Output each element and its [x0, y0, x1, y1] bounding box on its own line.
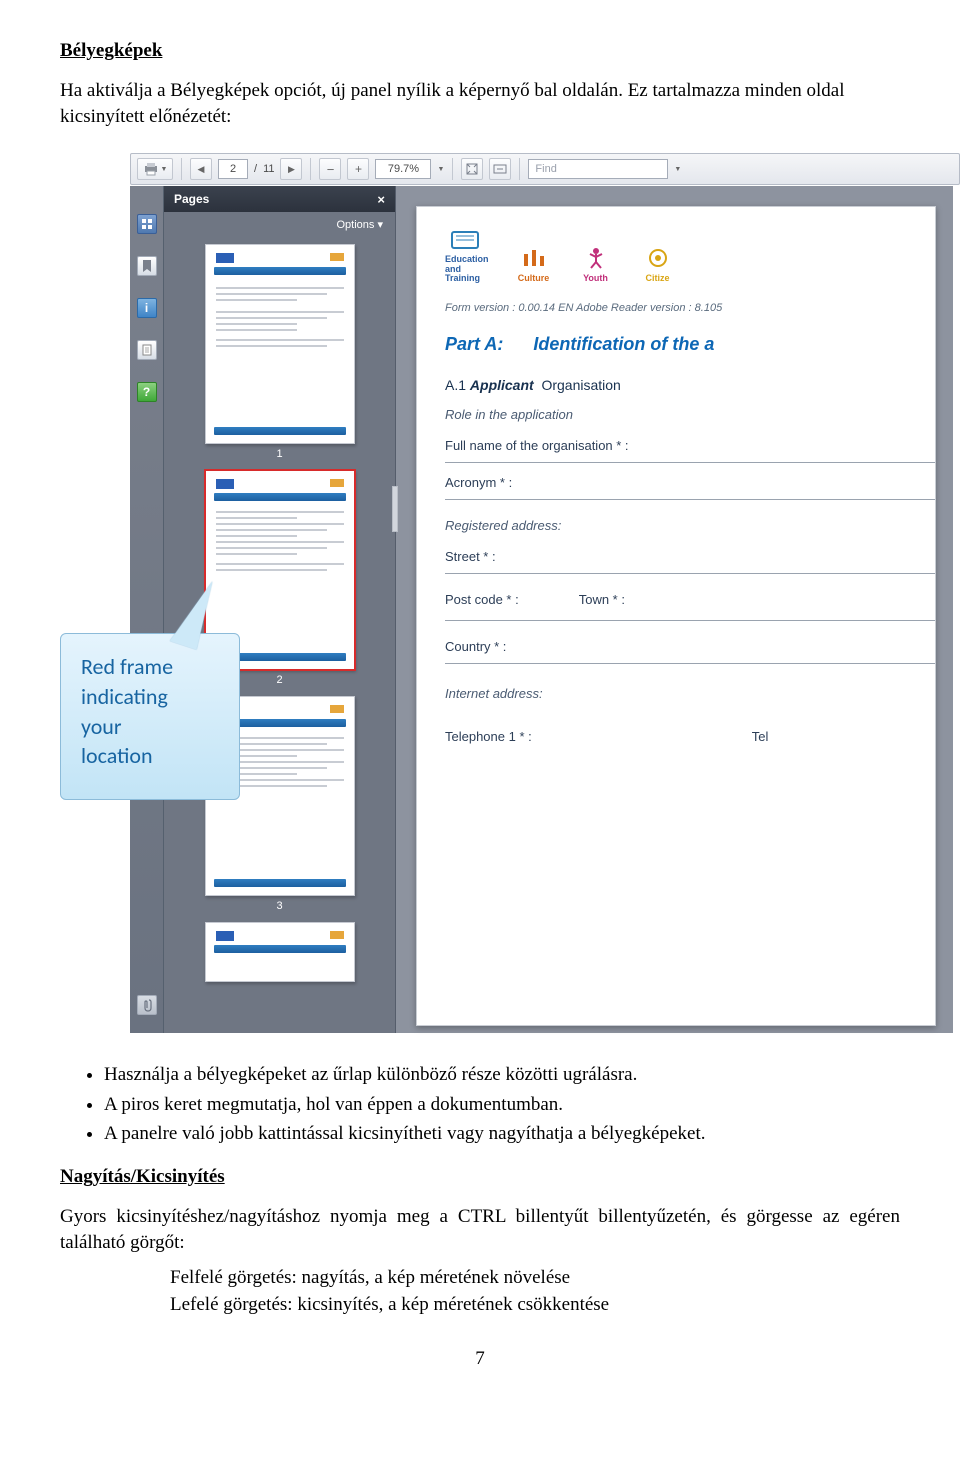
field-role-label: Role in the application — [445, 407, 935, 422]
close-icon[interactable]: × — [377, 192, 385, 207]
field-underline — [445, 662, 935, 664]
thumbnail-number: 1 — [276, 448, 282, 460]
pdf-side-tools: i ? — [130, 186, 164, 1033]
heading-thumbnails: Bélyegképek — [60, 40, 900, 62]
callout-body: Red frame indicating your location — [60, 633, 240, 800]
field-postcode-label: Post code * : — [445, 592, 519, 607]
pages-panel-header: Pages × — [164, 186, 395, 212]
thumbnail-page-1 — [205, 244, 355, 444]
icon-education: Education and Training — [445, 225, 489, 283]
page-current-field[interactable]: 2 — [218, 159, 248, 179]
toolbar-separator — [181, 158, 182, 180]
document-icon[interactable] — [137, 340, 157, 360]
thumbnail[interactable] — [204, 922, 356, 982]
zoom-field[interactable]: 79.7% — [375, 159, 431, 179]
field-regaddress-label: Registered address: — [445, 518, 935, 533]
page-next-button[interactable]: ▶ — [280, 158, 302, 180]
field-country-label: Country * : — [445, 639, 935, 654]
options-label: Options ▾ — [337, 218, 384, 231]
field-town-label: Town * : — [579, 592, 625, 607]
field-underline — [445, 572, 935, 574]
field-internet-label: Internet address: — [445, 686, 935, 701]
zoom-out-button[interactable]: − — [319, 158, 341, 180]
scroll-down-line: Lefelé görgetés: kicsinyítés, a kép mére… — [170, 1292, 900, 1319]
zoom-dropdown-icon[interactable]: ▼ — [437, 166, 444, 173]
pages-panel-title: Pages — [174, 192, 209, 206]
form-version-text: Form version : 0.00.14 EN Adobe Reader v… — [445, 302, 935, 314]
pane-resize-handle[interactable] — [392, 486, 398, 532]
fit-width-button[interactable] — [489, 158, 511, 180]
help-icon[interactable]: ? — [137, 382, 157, 402]
fit-page-button[interactable] — [461, 158, 483, 180]
print-button[interactable]: ▼ — [137, 158, 173, 180]
thumbnail-number: 3 — [276, 900, 282, 912]
field-telephone1-label: Telephone 1 * : — [445, 729, 532, 744]
page-prev-button[interactable]: ◀ — [190, 158, 212, 180]
bookmark-icon[interactable] — [137, 256, 157, 276]
icon-culture: Culture — [517, 244, 551, 283]
part-label: Part A: — [445, 334, 503, 355]
find-field[interactable]: Find — [528, 159, 668, 179]
document-area: Education and Training Culture Youth Cit… — [396, 186, 953, 1033]
icon-citizen: Citize — [641, 244, 675, 283]
field-underline — [445, 619, 935, 621]
zoom-in-button[interactable]: + — [347, 158, 369, 180]
bullet-list: Használja a bélyegképeket az űrlap külön… — [104, 1061, 900, 1148]
thumbnail-page-4 — [205, 922, 355, 982]
zoom-paragraph: Gyors kicsinyítéshez/nagyításhoz nyomja … — [60, 1204, 900, 1255]
telephone-row: Telephone 1 * : Tel — [445, 717, 935, 748]
field-acronym-label: Acronym * : — [445, 475, 935, 490]
header-icons-row: Education and Training Culture Youth Cit… — [445, 225, 935, 283]
icon-youth: Youth — [579, 244, 613, 283]
field-street-label: Street * : — [445, 549, 935, 564]
part-title: Identification of the a — [533, 334, 714, 355]
bullet-item: A piros keret megmutatja, hol van éppen … — [104, 1091, 900, 1119]
postcode-town-row: Post code * : Town * : — [445, 580, 935, 611]
page-number: 7 — [60, 1348, 900, 1370]
pdf-toolbar: ▼ ◀ 2 / 11 ▶ − + 79.7% ▼ Find ▼ — [130, 153, 960, 185]
intro-paragraph: Ha aktiválja a Bélyegképek opciót, új pa… — [60, 78, 900, 129]
pdf-viewer-screenshot: ▼ ◀ 2 / 11 ▶ − + 79.7% ▼ Find ▼ i — [60, 153, 900, 1033]
page-separator: / — [254, 163, 257, 175]
thumbnail[interactable]: 1 — [204, 244, 356, 460]
pages-options[interactable]: Options ▾ — [164, 212, 395, 236]
find-dropdown-icon[interactable]: ▼ — [674, 166, 681, 173]
bullet-item: Használja a bélyegképeket az űrlap külön… — [104, 1061, 900, 1089]
field-tel-short: Tel — [752, 729, 769, 744]
attachment-icon[interactable] — [137, 995, 157, 1015]
thumbnail-number: 2 — [276, 674, 282, 686]
pages-icon[interactable] — [137, 214, 157, 234]
scroll-instructions: Felfelé görgetés: nagyítás, a kép méreté… — [170, 1265, 900, 1318]
toolbar-separator — [519, 158, 520, 180]
page-total: 11 — [263, 163, 274, 175]
field-fullname-label: Full name of the organisation * : — [445, 438, 935, 453]
info-icon[interactable]: i — [137, 298, 157, 318]
document-page: Education and Training Culture Youth Cit… — [416, 206, 936, 1026]
part-a-row: Part A: Identification of the a — [445, 334, 935, 355]
section-a1: A.1 Applicant Organisation — [445, 377, 935, 393]
field-underline — [445, 498, 935, 500]
toolbar-separator — [310, 158, 311, 180]
heading-zoom: Nagyítás/Kicsinyítés — [60, 1166, 900, 1188]
scroll-up-line: Felfelé görgetés: nagyítás, a kép méreté… — [170, 1265, 900, 1292]
bullet-item: A panelre való jobb kattintással kicsiny… — [104, 1120, 900, 1148]
callout: Red frame indicating your location — [60, 633, 250, 800]
toolbar-separator — [452, 158, 453, 180]
field-underline — [445, 461, 935, 463]
